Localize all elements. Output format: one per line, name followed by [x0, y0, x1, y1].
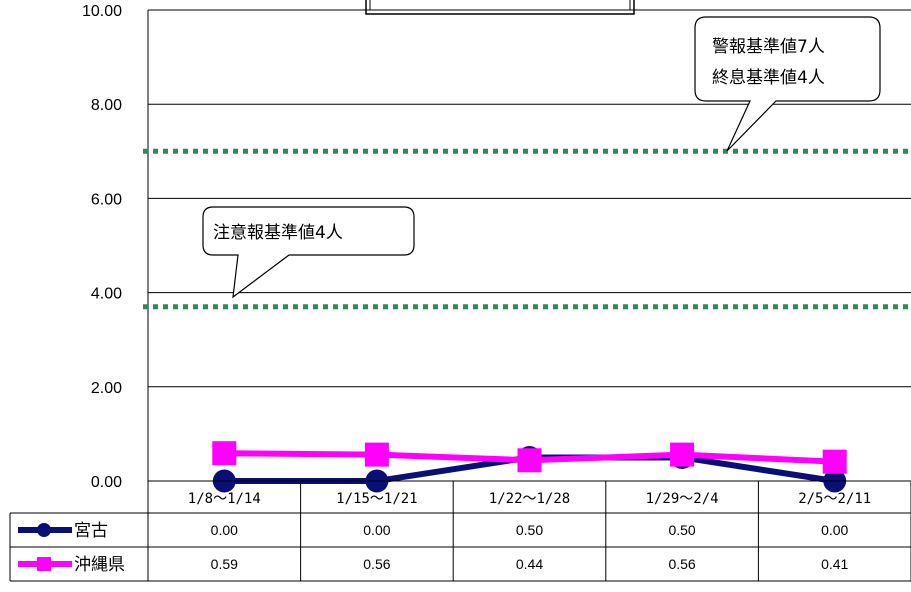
- data-point: [670, 442, 695, 467]
- callout-text: 警報基準値7人: [712, 37, 825, 57]
- table-cell: 0.56: [363, 556, 390, 572]
- data-point: [517, 448, 542, 473]
- legend-label: 沖縄県: [74, 555, 125, 575]
- x-tick-label: 1/15～1/21: [336, 491, 417, 507]
- legend-marker: [37, 523, 51, 537]
- table-cell: 0.50: [516, 522, 543, 538]
- table-cell: 0.00: [821, 522, 848, 538]
- callout-bubble: [694, 16, 881, 152]
- x-tick-label: 1/29～2/4: [646, 491, 719, 507]
- y-axis-ticks: 0.00 2.00 4.00 6.00 8.00 10.00: [82, 3, 122, 491]
- x-tick-label: 1/8～1/14: [188, 491, 261, 507]
- y-tick-label: 2.00: [91, 380, 122, 397]
- x-tick-label: 1/22～1/28: [489, 491, 570, 507]
- table-cell: 0.41: [821, 556, 848, 572]
- data-point: [822, 449, 847, 474]
- y-tick-label: 8.00: [91, 97, 122, 114]
- legend-label: 宮古: [74, 521, 108, 541]
- series-lines: [212, 441, 847, 493]
- y-tick-label: 4.00: [91, 286, 122, 303]
- y-tick-label: 0.00: [91, 474, 122, 491]
- x-tick-label: 2/5～2/11: [798, 491, 871, 507]
- data-point: [212, 441, 237, 466]
- table-cell: 0.00: [211, 522, 238, 538]
- table-cell: 0.59: [211, 556, 238, 572]
- table-cell: 0.56: [668, 556, 695, 572]
- y-tick-label: 6.00: [91, 191, 122, 208]
- callout-bubble: [202, 206, 415, 299]
- table-cell: 0.50: [668, 522, 695, 538]
- chart-title-box: [365, 0, 635, 15]
- y-tick-label: 10.00: [82, 3, 122, 20]
- gridlines: [148, 9, 911, 388]
- data-point: [364, 442, 389, 467]
- table-cell: 0.44: [516, 556, 543, 572]
- callout-text: 終息基準値4人: [712, 68, 825, 88]
- callout-text: 注意報基準値4人: [213, 223, 343, 243]
- reference-lines: [143, 148, 911, 310]
- table-cell: 0.00: [363, 522, 390, 538]
- data-table: 1/8～1/14 1/15～1/21 1/22～1/28 1/29～2/4 2/5～2/…: [9, 480, 911, 582]
- legend-marker: [37, 557, 51, 571]
